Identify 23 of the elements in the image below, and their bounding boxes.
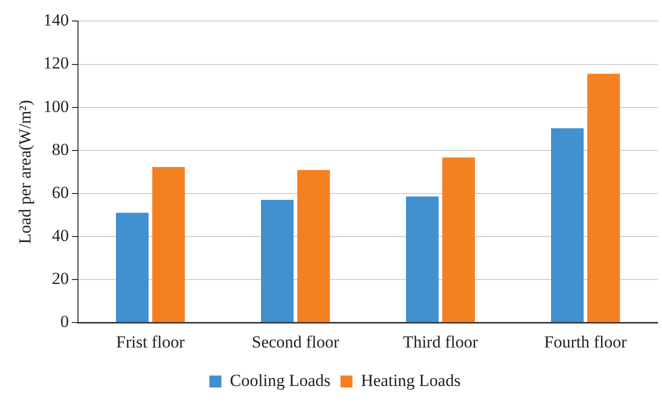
legend-label: Cooling Loads [230,370,330,390]
bar [442,157,475,322]
bar [260,200,294,322]
y-tick-label: 120 [43,54,69,73]
bar [587,74,620,322]
bar [551,128,584,322]
y-tick-label: 60 [52,182,69,202]
y-tick-label: 140 [43,10,69,30]
bar [152,166,185,322]
y-tick-label: 20 [52,269,69,288]
x-tick-label: Second floor [252,332,340,352]
bar [406,196,439,322]
bar [116,212,149,322]
y-axis-title: Load per area(W/m²) [16,100,35,244]
y-tick-label: 80 [52,140,69,159]
y-tick-label: 100 [43,96,69,116]
legend-label: Heating Loads [360,370,461,390]
x-tick-label: Fourth floor [544,332,628,352]
bar [297,170,330,322]
x-tick-label: Frist floor [116,332,185,352]
x-tick-label: Third floor [402,332,478,352]
y-tick-label: 40 [52,226,69,245]
y-tick-label: 0 [60,312,69,332]
